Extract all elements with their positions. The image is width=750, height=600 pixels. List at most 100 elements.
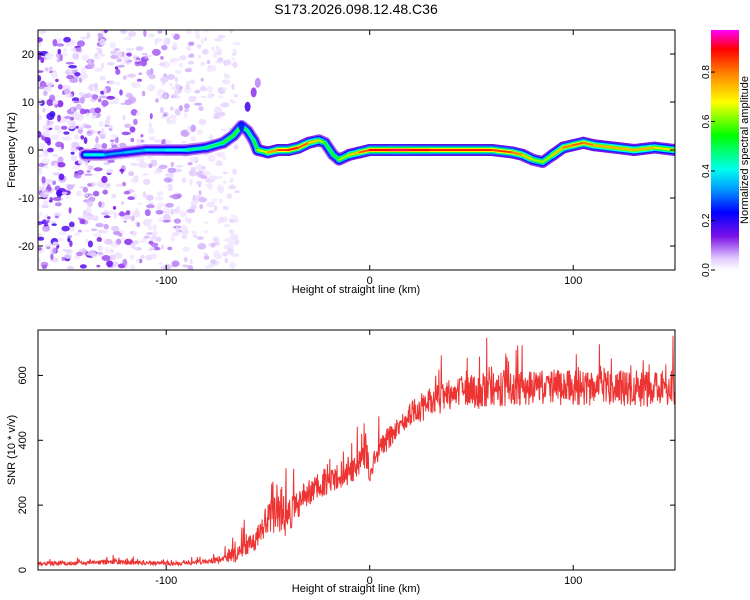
- noise-blob: [84, 229, 90, 233]
- noise-blob: [175, 108, 181, 116]
- noise-blob: [149, 247, 155, 251]
- colorbar-axes: 0.0 0.2 0.4 0.6 0.8: [701, 65, 715, 277]
- noise-blob: [84, 193, 89, 197]
- noise-blob: [79, 96, 85, 104]
- noise-blob: [82, 248, 86, 255]
- noise-blob: [222, 79, 231, 85]
- noise-blob: [47, 147, 54, 153]
- noise-blob: [133, 118, 138, 126]
- noise-blob: [69, 221, 75, 228]
- noise-blob: [99, 95, 108, 99]
- noise-blob: [95, 136, 99, 144]
- noise-blob: [204, 30, 209, 33]
- noise-blob: [54, 215, 59, 219]
- noise-blob: [115, 81, 121, 86]
- ridge-segment: [104, 151, 127, 156]
- noise-blob: [152, 224, 157, 231]
- noise-blob: [180, 140, 187, 144]
- noise-blob: [38, 51, 43, 54]
- noise-blob: [213, 106, 223, 114]
- noise-blob: [189, 157, 197, 162]
- noise-blob: [42, 108, 46, 113]
- noise-blob: [147, 84, 156, 92]
- noise-blob: [127, 73, 136, 78]
- noise-blob: [232, 168, 238, 175]
- noise-blob: [101, 99, 109, 107]
- noise-blob: [169, 83, 173, 86]
- noise-blob: [114, 47, 120, 52]
- noise-blob: [144, 209, 151, 217]
- noise-blob: [172, 210, 182, 214]
- noise-blob: [216, 151, 226, 158]
- noise-blob: [116, 58, 123, 63]
- noise-blob: [103, 223, 109, 230]
- noise-blob: [199, 86, 208, 92]
- noise-blob: [66, 265, 75, 270]
- noise-blob: [64, 249, 73, 254]
- noise-blob: [156, 88, 163, 97]
- ridge-segment: [307, 139, 320, 144]
- noise-blob: [211, 46, 215, 51]
- noise-blob: [203, 255, 210, 260]
- noise-blob: [57, 100, 64, 108]
- noise-blob: [87, 165, 94, 171]
- ridge-segment: [185, 146, 208, 151]
- noise-blob: [92, 56, 102, 60]
- noise-blob: [109, 248, 114, 254]
- noise-blob: [121, 131, 130, 136]
- noise-blob: [157, 206, 161, 210]
- noise-blob: [71, 97, 80, 102]
- noise-blob: [45, 179, 54, 182]
- noise-blob: [120, 201, 125, 205]
- spectrogram-data: [38, 30, 675, 270]
- noise-blob: [177, 95, 181, 99]
- noise-blob: [108, 101, 117, 105]
- noise-blob: [190, 200, 198, 206]
- noise-blob: [99, 120, 103, 128]
- noise-blob: [232, 48, 237, 55]
- noise-blob: [167, 167, 177, 174]
- noise-blob: [189, 259, 193, 264]
- x-tick-label: -100: [155, 575, 177, 587]
- noise-blob: [63, 36, 71, 43]
- noise-blob: [183, 256, 188, 263]
- noise-blob: [58, 173, 65, 181]
- noise-blob: [110, 42, 115, 46]
- snr-frame: [37, 329, 676, 571]
- noise-blob: [38, 222, 42, 226]
- noise-blob: [149, 113, 153, 120]
- noise-blob: [86, 215, 95, 220]
- noise-blob: [194, 102, 203, 106]
- noise-blob: [64, 253, 73, 259]
- noise-blob: [140, 254, 146, 259]
- noise-blob: [122, 258, 128, 266]
- noise-blob: [178, 105, 183, 112]
- noise-blob: [47, 216, 51, 220]
- noise-blob: [160, 244, 165, 250]
- noise-blob: [183, 108, 189, 113]
- noise-blob: [191, 230, 197, 236]
- noise-blob: [207, 154, 216, 162]
- noise-blob: [185, 216, 189, 224]
- noise-blob: [187, 60, 194, 65]
- noise-blob: [130, 264, 136, 270]
- noise-blob: [95, 222, 104, 228]
- noise-blob: [72, 52, 80, 60]
- noise-blob: [186, 45, 192, 51]
- noise-blob: [86, 112, 90, 117]
- noise-blob: [66, 195, 70, 200]
- ridge-segment: [358, 149, 371, 154]
- noise-blob: [217, 34, 226, 39]
- noise-blob: [61, 85, 70, 89]
- noise-blob: [161, 44, 168, 51]
- noise-blob: [70, 39, 76, 46]
- noise-blob: [49, 196, 53, 203]
- noise-blob: [163, 37, 170, 46]
- noise-blob: [173, 218, 182, 224]
- noise-blob: [41, 157, 50, 165]
- noise-blob: [110, 134, 119, 138]
- noise-blob: [91, 115, 97, 119]
- noise-blob: [67, 235, 73, 238]
- noise-blob: [145, 194, 154, 201]
- noise-blob: [169, 58, 176, 64]
